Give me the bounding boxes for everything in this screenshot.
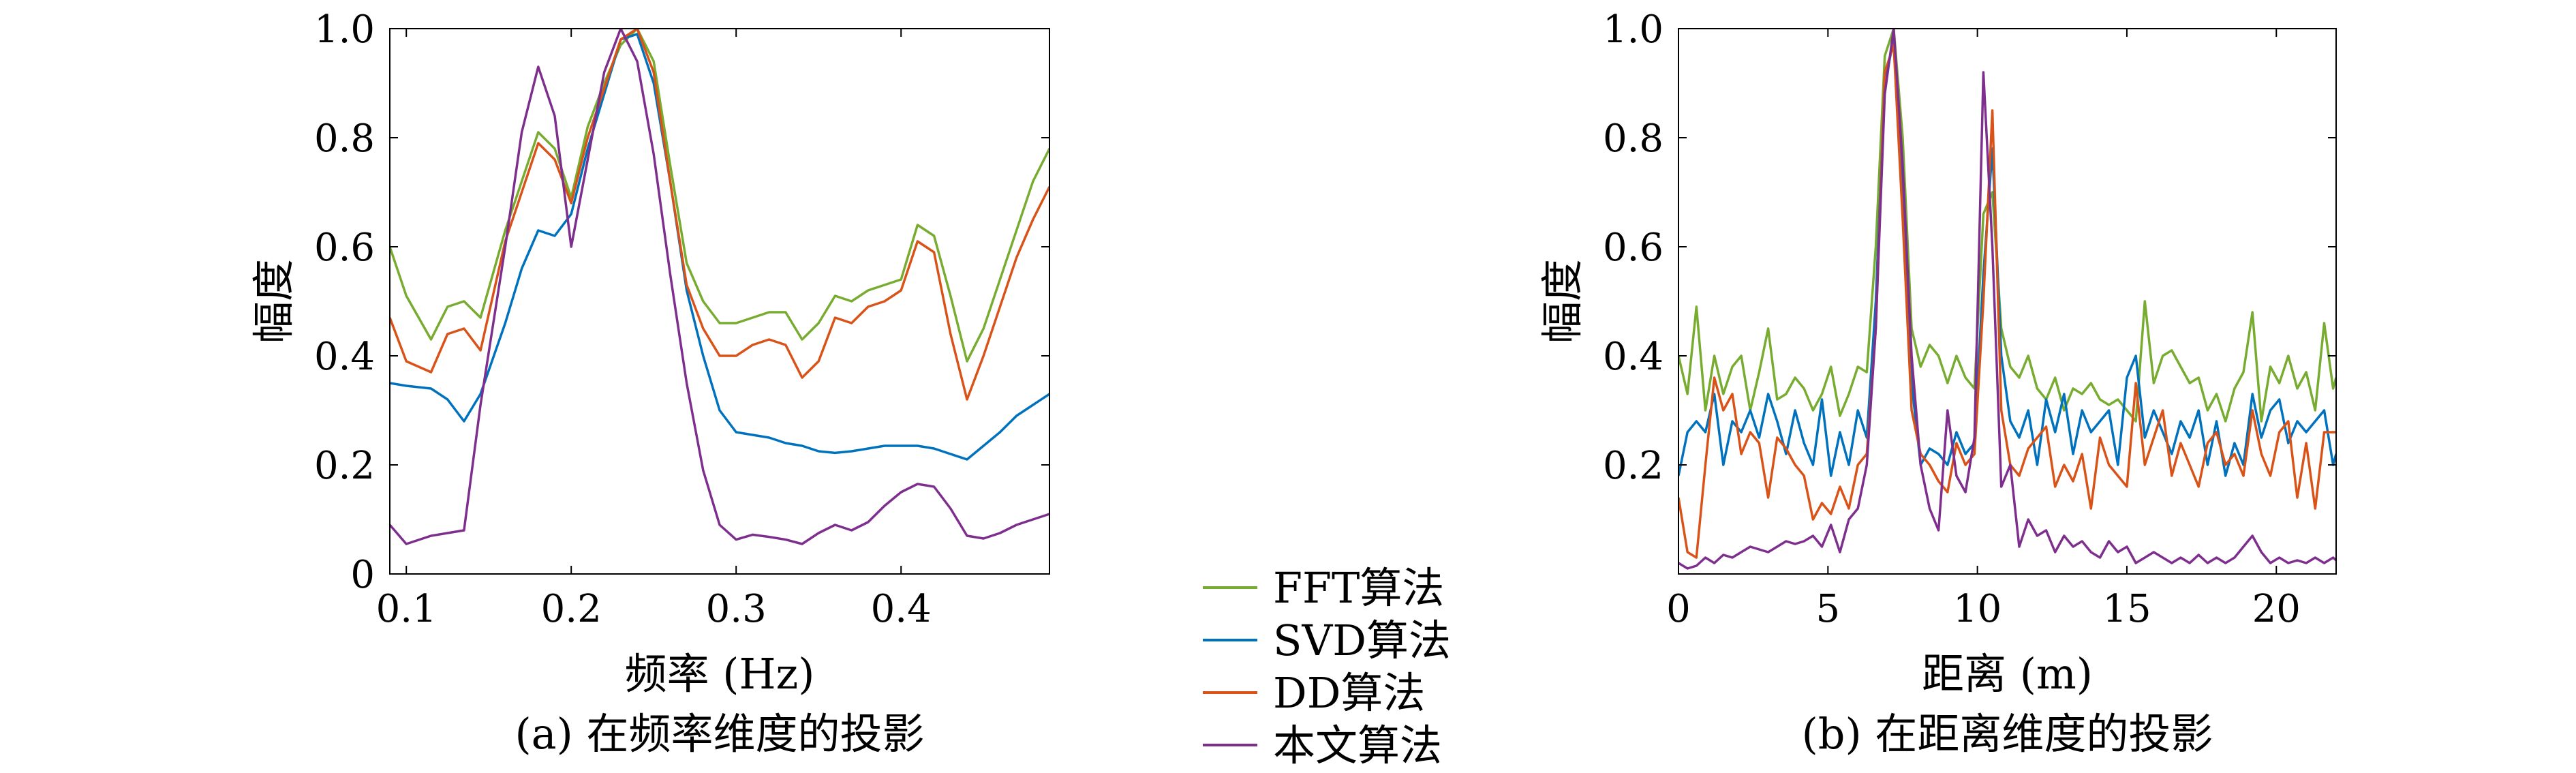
series-line-b-2 <box>1678 38 2336 477</box>
x-tick-label: 15 <box>2102 587 2151 631</box>
x-tick-label: 0 <box>1666 587 1691 631</box>
y-tick-label: 0.4 <box>314 335 375 379</box>
series-line-b-3 <box>1678 44 2336 559</box>
y-tick-label: 0.2 <box>314 444 375 488</box>
x-tick-label: 0.2 <box>541 587 602 631</box>
y-tick-label: 0 <box>350 553 375 597</box>
panel-a-frequency-projection: 0.1 0.2 0.3 0.4 0 0.2 0.4 0.6 0.8 1.0 频率 (Hz) 幅度 (a)… <box>249 7 1050 759</box>
legend-entry-ours: 本文算法 <box>1203 721 1442 770</box>
y-tick-label: 0.8 <box>314 117 375 161</box>
panel-caption: (a) 在频率维度的投影 <box>515 709 924 759</box>
x-tick-label: 20 <box>2252 587 2301 631</box>
series-line-a-2 <box>390 33 1049 461</box>
y-tick-label: 1.0 <box>1603 7 1663 52</box>
legend-label: DD算法 <box>1273 668 1425 718</box>
x-tick-label: 0.1 <box>376 587 437 631</box>
y-tick-label: 0.8 <box>1603 117 1663 161</box>
plot-frame <box>1678 28 2337 575</box>
y-tick-label: 0.6 <box>314 226 375 270</box>
legend-entry-svd: SVD算法 <box>1203 616 1451 665</box>
x-tick-label: 5 <box>1815 587 1840 631</box>
y-tick-label: 0.6 <box>1603 226 1663 270</box>
plot-frame <box>389 28 1050 575</box>
y-axis-label: 幅度 <box>249 259 298 344</box>
series-line-a-3 <box>390 29 1049 401</box>
x-tick-label: 0.4 <box>871 587 932 631</box>
x-axis-label: 距离 (m) <box>1922 649 2093 699</box>
x-axis-label: 频率 (Hz) <box>625 649 815 699</box>
legend-label: FFT算法 <box>1273 563 1444 613</box>
series-line-a-1 <box>390 29 1049 363</box>
y-tick-label: 1.0 <box>314 7 375 52</box>
y-tick-label: 0.2 <box>1603 444 1663 488</box>
y-axis-label: 幅度 <box>1537 259 1587 344</box>
x-tick-label: 10 <box>1953 587 2002 631</box>
legend-label: 本文算法 <box>1273 721 1442 770</box>
panel-caption: (b) 在距离维度的投影 <box>1802 709 2213 759</box>
legend-label: SVD算法 <box>1273 616 1451 665</box>
panel-b-range-projection: 0 5 10 15 20 0.2 0.4 0.6 0.8 1.0 距离 (m) 幅度 (b) 在距离维度… <box>1537 7 2337 759</box>
y-tick-label: 0.4 <box>1603 335 1663 379</box>
x-tick-label: 0.3 <box>706 587 767 631</box>
series-line-b-4 <box>1678 29 2336 570</box>
legend-entry-dd: DD算法 <box>1203 668 1425 718</box>
legend-entry-fft: FFT算法 <box>1203 563 1444 613</box>
series-line-a-4 <box>390 29 1049 545</box>
series-line-b-1 <box>1678 29 2336 423</box>
